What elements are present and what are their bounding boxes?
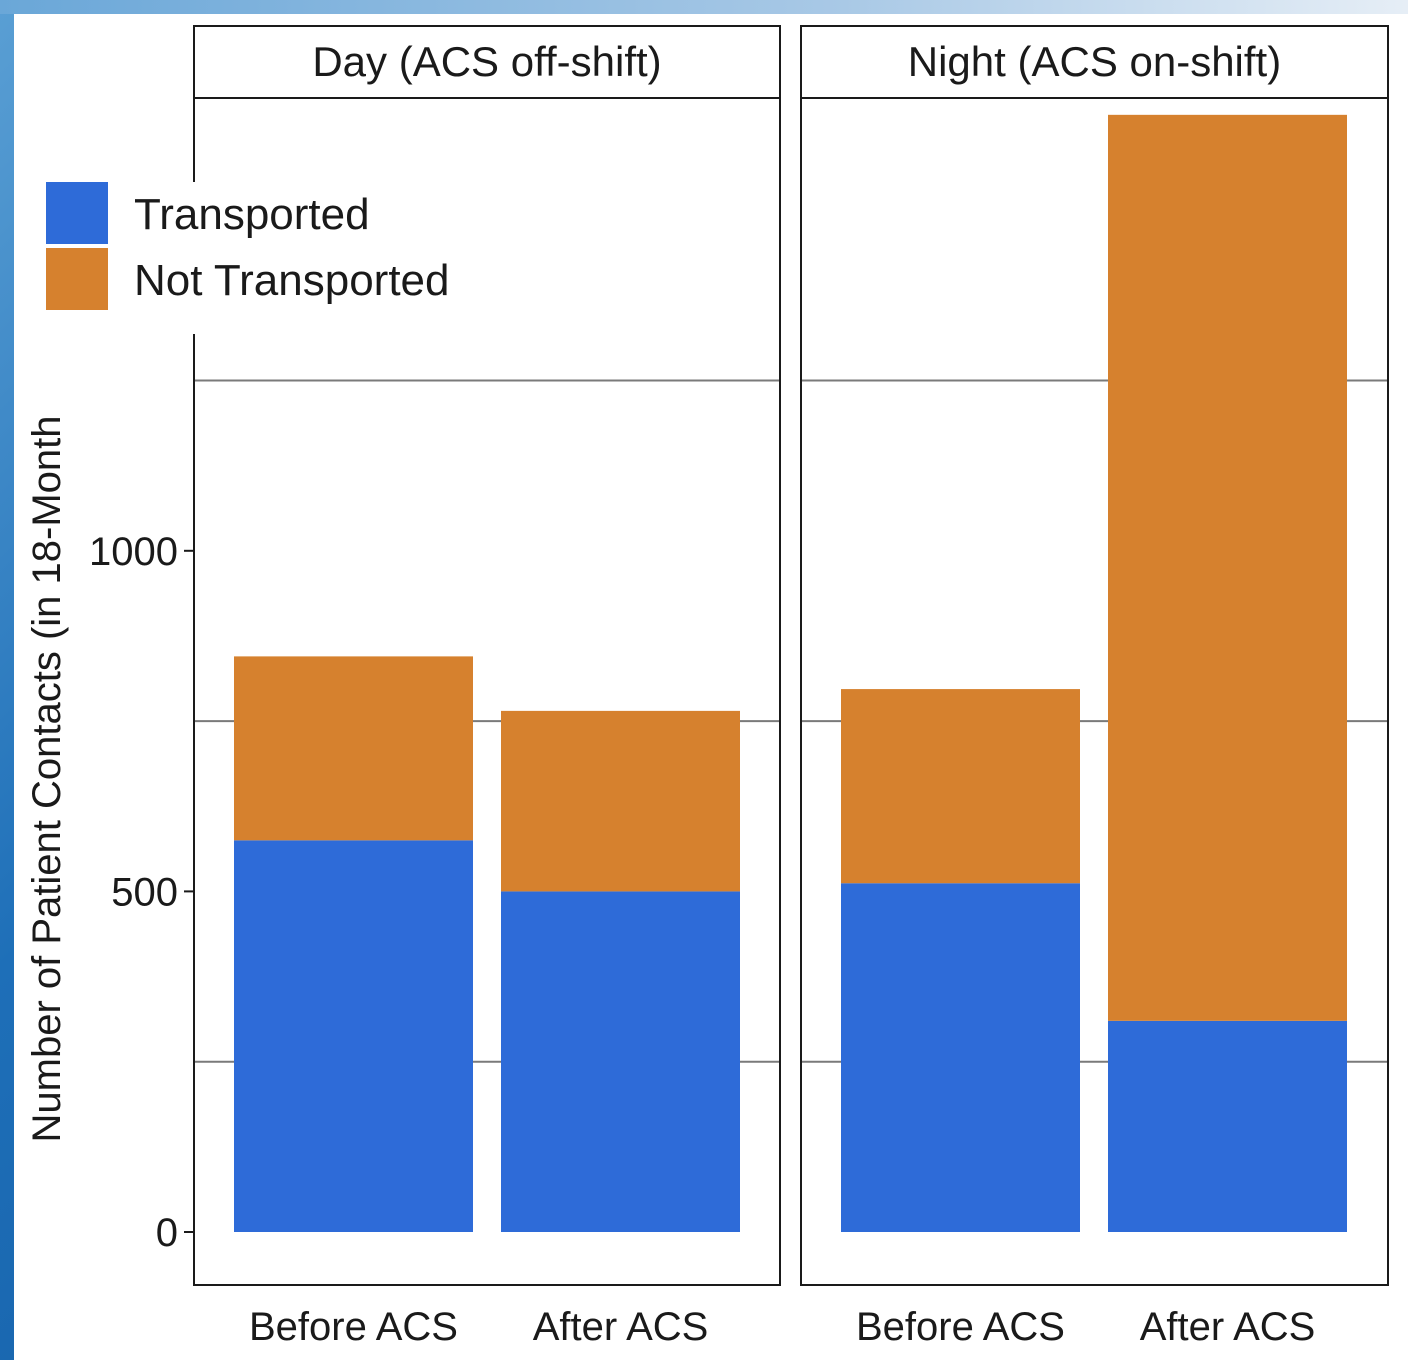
chart-canvas: Day (ACS off-shift) Before ACS After ACS Ni… bbox=[14, 14, 1408, 1360]
bar-1-1-transported bbox=[234, 840, 473, 1232]
window-top-gradient bbox=[0, 0, 1408, 14]
panel-strip-2 bbox=[800, 25, 1389, 99]
y-tick-label: 1000 bbox=[89, 530, 178, 574]
legend-label-not-transported: Not Transported bbox=[134, 256, 450, 305]
y-axis-label: Number of Patient Contacts (in 18-Month bbox=[25, 415, 69, 1142]
bar-2-2-not-transported bbox=[1108, 114, 1347, 1021]
chart-legend: Transported Not Transported bbox=[46, 182, 496, 334]
faceted-stacked-bar-chart: Day (ACS off-shift) Before ACS After ACS Ni… bbox=[25, 25, 1389, 1349]
panel-title-1: Day (ACS off-shift) bbox=[312, 38, 661, 85]
x-tick-label: After ACS bbox=[533, 1305, 709, 1349]
y-tick-label: 0 bbox=[156, 1211, 178, 1255]
bar-2-1-not-transported bbox=[841, 689, 1080, 884]
bar-2-2-transported bbox=[1108, 1020, 1347, 1232]
legend-swatch-transported bbox=[46, 182, 108, 244]
legend-item-transported: Transported bbox=[46, 182, 496, 248]
bar-1-2-transported bbox=[501, 891, 740, 1232]
y-tick-label: 500 bbox=[111, 870, 178, 914]
x-tick-label: After ACS bbox=[1140, 1305, 1316, 1349]
bar-1-1-not-transported bbox=[234, 656, 473, 841]
bar-2-1-transported bbox=[841, 883, 1080, 1232]
panel-title-2: Night (ACS on-shift) bbox=[908, 38, 1281, 85]
legend-label-transported: Transported bbox=[134, 190, 370, 239]
x-tick-label: Before ACS bbox=[856, 1305, 1065, 1349]
x-tick-label: Before ACS bbox=[249, 1305, 458, 1349]
legend-item-not-transported: Not Transported bbox=[46, 248, 496, 314]
panel-strip-1 bbox=[193, 25, 781, 99]
legend-swatch-not-transported bbox=[46, 248, 108, 310]
panel-border-2 bbox=[800, 97, 1389, 1286]
bar-1-2-not-transported bbox=[501, 710, 740, 892]
panel-border-1 bbox=[193, 97, 781, 1286]
